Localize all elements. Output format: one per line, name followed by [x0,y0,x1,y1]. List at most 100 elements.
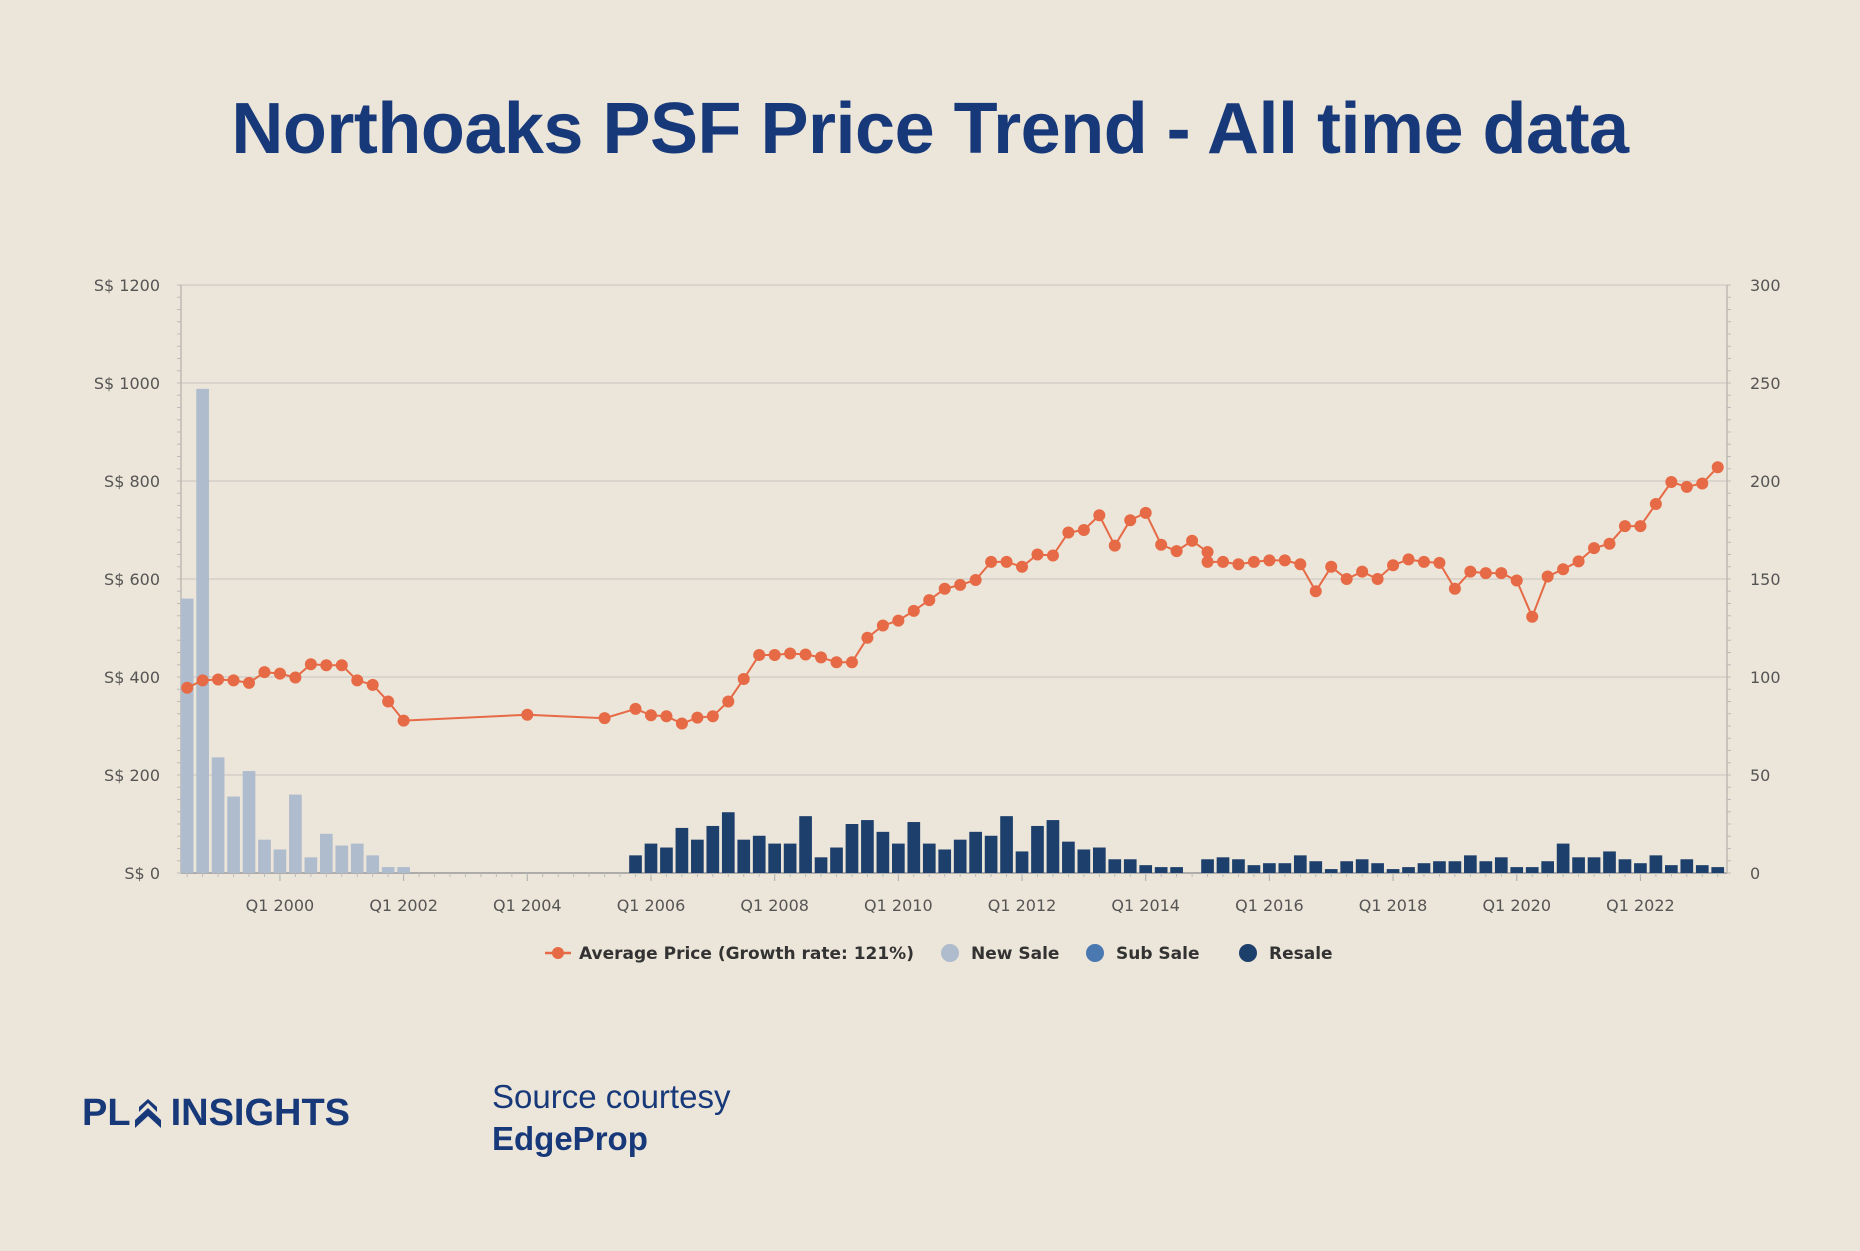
x-tick-label: Q1 2006 [617,896,686,915]
average-price-point [954,578,967,591]
new-sale-bar [242,771,256,873]
resale-bar [1587,857,1601,873]
average-price-point [706,710,719,723]
resale-bar [1247,865,1261,873]
average-price-point [1603,537,1616,550]
new-sale-bar [350,843,364,873]
resale-bar [644,843,658,873]
average-price-point [1340,573,1353,585]
average-price-point [1278,554,1291,567]
resale-bar [1494,857,1508,873]
average-price-point [1526,610,1539,623]
average-price-point [1448,582,1461,595]
resale-bar [1324,869,1338,873]
average-price-point [1247,555,1260,568]
resale-bar [1464,855,1477,873]
resale-bar [1402,867,1415,873]
average-price-point [691,711,704,724]
average-price-point [1510,574,1523,587]
x-tick-label: Q1 2022 [1606,896,1675,915]
resale-bar [1479,861,1493,873]
resale-bar [1000,816,1013,873]
new-sale-bar [304,857,318,873]
resale-bar [1170,867,1183,873]
average-price-point [1479,567,1492,580]
average-price-point [985,555,998,568]
average-price-point [923,594,936,607]
resale-bar [938,849,952,873]
y-right-tick-label: 150 [1750,570,1781,589]
y-right-tick-label: 250 [1750,374,1781,393]
average-price-point [799,648,812,661]
resale-bar [984,835,998,873]
new-sale-bar [180,598,194,873]
resale-bar [1634,863,1647,873]
new-sale-bar [319,833,333,873]
average-price-point [598,712,611,725]
resale-bar [1062,841,1075,873]
average-price-point [1680,480,1693,493]
average-price-point [1124,514,1137,527]
average-price-point [722,695,735,708]
legend-label[interactable]: Resale [1269,944,1333,964]
average-price-point [675,717,688,730]
legend-marker-icon [552,947,564,959]
average-price-point [1232,558,1245,571]
x-tick-label: Q1 2014 [1111,896,1180,915]
y-right-tick-label: 100 [1750,668,1781,687]
average-price-point [644,709,657,722]
resale-bar [1077,849,1091,873]
resale-bar [1618,859,1632,873]
resale-bar [845,824,859,873]
resale-bar [1031,825,1044,873]
resale-bar [1711,867,1725,873]
resale-bar [969,831,982,873]
average-price-point [1031,548,1044,561]
average-price-point [1201,546,1214,559]
average-price-point [1217,555,1230,568]
average-price-point [938,582,951,595]
new-sale-bar [211,757,225,873]
resale-bar [1695,865,1709,873]
average-price-point [815,651,828,664]
average-price-point [1108,539,1121,552]
legend-label[interactable]: Average Price (Growth rate: 121%) [579,944,914,964]
average-price-point [289,671,302,684]
resale-bar [1355,859,1369,873]
resale-bar [1680,859,1694,873]
resale-bar [783,843,797,873]
average-price-point [753,648,766,661]
average-price-point [1572,555,1585,568]
y-left-tick-label: S$ 800 [104,472,160,491]
new-sale-bar [381,867,395,873]
average-price-point [1155,538,1168,551]
average-price-point [1557,563,1570,576]
average-price-point [1000,555,1013,568]
legend-label[interactable]: New Sale [971,944,1059,964]
x-tick-label: Q1 2012 [988,896,1057,915]
resale-bar [1510,867,1524,873]
average-price-point [1417,555,1430,568]
logo-chevron-icon [134,1098,161,1128]
resale-bar [721,812,735,873]
average-price-point [1077,524,1090,536]
x-tick-label: Q1 2010 [864,896,933,915]
average-price-point [196,674,209,687]
average-price-point [1696,477,1709,490]
average-price-point [227,674,240,687]
legend-label[interactable]: Sub Sale [1116,944,1200,964]
x-tick-label: Q1 2016 [1235,896,1304,915]
resale-bar [691,839,704,873]
resale-bar [1263,863,1276,873]
resale-bar [1139,865,1153,873]
y-left-tick-label: S$ 1000 [94,374,160,393]
average-price-point [1433,556,1446,569]
resale-bar [876,831,890,873]
resale-bar [1309,861,1323,873]
resale-bar [629,855,642,873]
average-price-point [304,658,317,671]
resale-bar [814,857,828,873]
average-price-point [1402,553,1415,566]
resale-bar [1216,857,1230,873]
